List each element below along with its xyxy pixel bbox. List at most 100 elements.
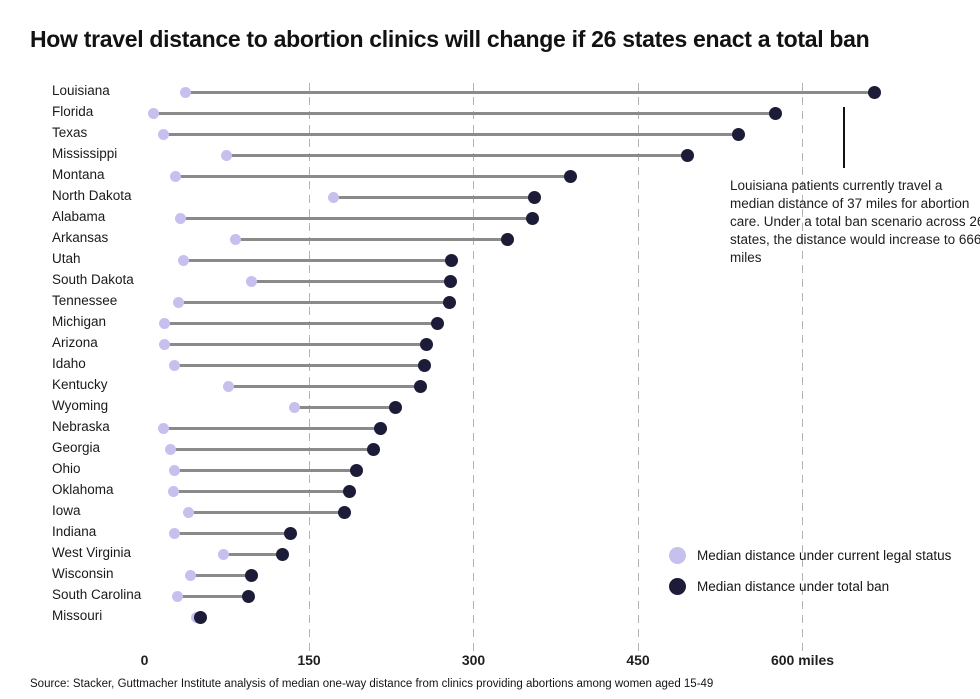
x-axis-tick-label: 600 miles <box>770 652 835 668</box>
ban-distance-dot <box>417 358 431 372</box>
dumbbell-connector <box>164 321 438 325</box>
state-label: Louisiana <box>52 83 110 98</box>
ban-distance-dot <box>443 274 457 288</box>
dumbbell-connector <box>164 342 427 346</box>
dumbbell-connector <box>183 258 452 262</box>
x-axis-tick-label: 300 <box>461 652 486 668</box>
axis-gridline <box>473 83 474 653</box>
state-label: Alabama <box>52 209 106 224</box>
chart-title: How travel distance to abortion clinics … <box>30 26 870 52</box>
current-distance-dot <box>221 149 233 161</box>
state-label: Wisconsin <box>52 566 114 581</box>
dumbbell-connector <box>185 90 875 94</box>
state-label: South Dakota <box>52 272 134 287</box>
current-distance-dot <box>171 590 183 602</box>
dumbbell-connector <box>175 174 570 178</box>
ban-distance-dot <box>528 190 542 204</box>
ban-distance-dot <box>193 610 207 624</box>
dumbbell-connector <box>173 489 350 493</box>
current-distance-dot <box>147 107 159 119</box>
dumbbell-connector <box>163 426 381 430</box>
state-label: Kentucky <box>52 377 108 392</box>
current-distance-dot <box>230 233 242 245</box>
dumbbell-connector <box>174 531 291 535</box>
state-label: Arizona <box>52 335 98 350</box>
current-distance-dot <box>178 254 190 266</box>
state-label: South Carolina <box>52 587 142 602</box>
dumbbell-connector <box>333 195 535 199</box>
dumbbell-connector <box>163 132 739 136</box>
current-distance-dot <box>168 527 180 539</box>
current-distance-dot <box>168 464 180 476</box>
state-label: West Virginia <box>52 545 132 560</box>
ban-distance-dot <box>389 400 403 414</box>
dumbbell-connector <box>251 279 451 283</box>
state-label: Iowa <box>52 503 81 518</box>
state-label: Missouri <box>52 608 103 623</box>
current-distance-dot <box>185 569 197 581</box>
ban-distance-dot <box>868 85 882 99</box>
state-label: North Dakota <box>52 188 132 203</box>
ban-distance-dot <box>563 169 577 183</box>
current-distance-dot <box>217 548 229 560</box>
current-distance-dot <box>246 275 258 287</box>
legend-item-ban: Median distance under total ban <box>669 576 951 596</box>
ban-distance-dot <box>430 316 444 330</box>
state-label: Texas <box>52 125 88 140</box>
state-label: Georgia <box>52 440 101 455</box>
state-label: Ohio <box>52 461 81 476</box>
current-distance-dot <box>175 212 187 224</box>
current-distance-dot <box>168 359 180 371</box>
state-label: Nebraska <box>52 419 110 434</box>
dumbbell-connector <box>188 510 345 514</box>
ban-distance-dot <box>343 484 357 498</box>
current-distance-dot <box>182 506 194 518</box>
dumbbell-connector <box>180 216 533 220</box>
x-axis-tick-label: 0 <box>140 652 149 668</box>
ban-distance-dot <box>526 211 540 225</box>
current-distance-dot <box>223 380 235 392</box>
ban-distance-dot <box>445 253 459 267</box>
ban-distance-dot <box>768 106 782 120</box>
state-label: Mississippi <box>52 146 118 161</box>
current-distance-dot <box>179 86 191 98</box>
legend-label-current: Median distance under current legal stat… <box>697 547 952 563</box>
ban-distance-dot <box>501 232 514 246</box>
legend-label-ban: Median distance under total ban <box>697 578 890 594</box>
ban-distance-dot <box>373 421 387 435</box>
ban-distance-dot <box>419 337 433 351</box>
current-distance-dot <box>157 128 169 140</box>
current-distance-dot <box>327 191 339 203</box>
source-note: Source: Stacker, Guttmacher Institute an… <box>30 678 714 690</box>
ban-distance-dot <box>367 442 381 456</box>
state-label: Oklahoma <box>52 482 114 497</box>
ban-distance-dot <box>337 505 351 519</box>
current-distance-dot <box>289 401 301 413</box>
state-label: Utah <box>52 251 81 266</box>
x-axis-tick-label: 450 <box>626 652 650 668</box>
ban-distance-dot <box>442 295 456 309</box>
dumbbell-connector <box>178 300 450 304</box>
ban-distance-dot <box>414 379 428 393</box>
dumbbell-connector <box>174 468 357 472</box>
dumbbell-connector <box>235 237 508 241</box>
current-distance-dot <box>158 317 170 329</box>
axis-gridline <box>308 83 310 653</box>
current-distance-dot <box>169 170 181 182</box>
legend: Median distance under current legal stat… <box>669 545 951 607</box>
dumbbell-connector <box>294 405 396 409</box>
state-label: Arkansas <box>52 230 109 245</box>
current-distance-dot <box>158 338 170 350</box>
axis-gridline <box>802 83 804 653</box>
dumbbell-connector <box>153 111 776 115</box>
current-distance-dot <box>167 485 179 497</box>
ban-distance-dot <box>242 589 256 603</box>
annotation-text: Louisiana patients currently travel a me… <box>730 178 980 265</box>
x-axis-tick-label: 150 <box>297 652 321 668</box>
state-label: Indiana <box>52 524 97 539</box>
annotation-callout-line <box>843 107 845 168</box>
dumbbell-connector <box>226 153 688 157</box>
ban-distance-dot <box>276 547 290 561</box>
current-distance-dot <box>172 296 184 308</box>
